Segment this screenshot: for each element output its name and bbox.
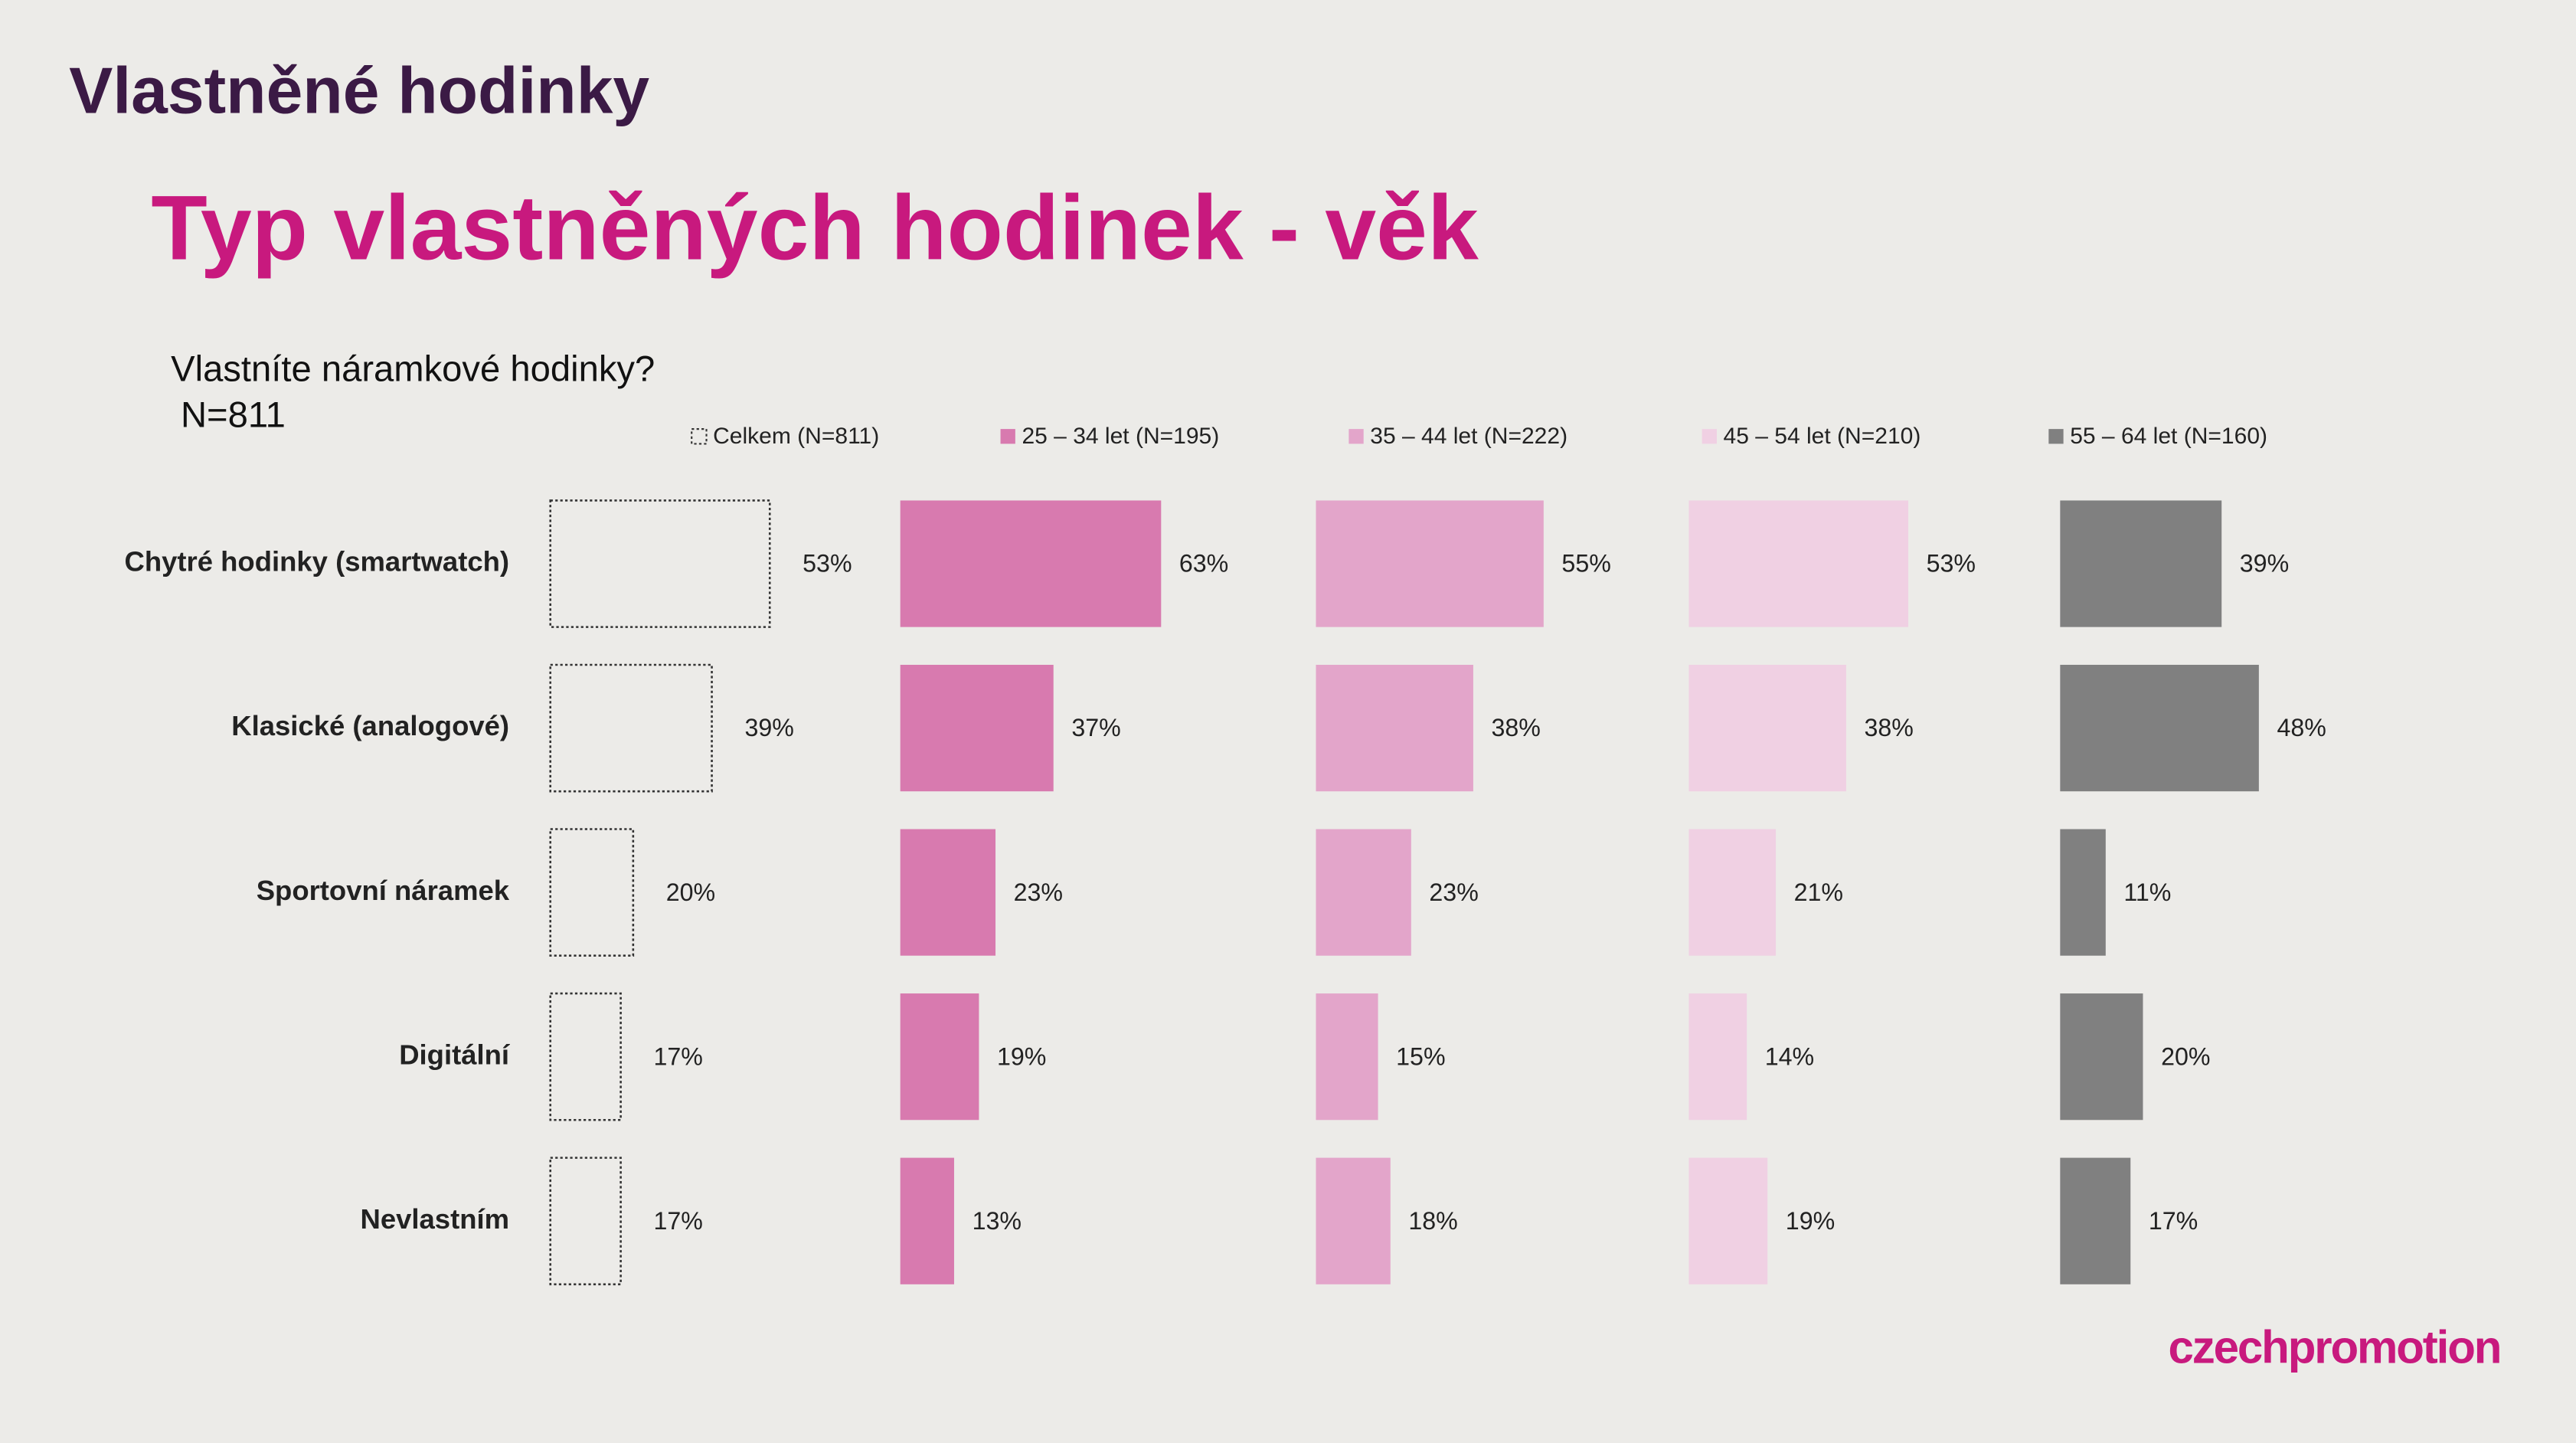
legend-swatch <box>1348 429 1364 444</box>
category-label: Nevlastním <box>360 1203 509 1235</box>
value-label: 48% <box>2277 714 2326 741</box>
bar <box>1316 664 1473 792</box>
legend-swatch <box>1000 429 1015 444</box>
value-label: 39% <box>2240 550 2289 578</box>
value-label: 21% <box>1794 879 1843 906</box>
legend-label: 35 – 44 let (N=222) <box>1370 424 1568 449</box>
value-label: 20% <box>666 879 715 906</box>
legend-swatch <box>2048 429 2064 444</box>
bar <box>900 664 1054 792</box>
legend-swatch <box>691 428 708 445</box>
value-label: 53% <box>803 550 852 578</box>
value-label: 13% <box>973 1207 1022 1235</box>
value-label: 23% <box>1014 879 1063 906</box>
legend-swatch <box>1702 429 1717 444</box>
bar <box>549 1157 622 1286</box>
bar <box>1316 829 1411 956</box>
bar <box>1316 1157 1391 1284</box>
value-label: 55% <box>1561 550 1610 578</box>
value-label: 17% <box>654 1207 703 1235</box>
value-label: 38% <box>1492 714 1541 741</box>
category-label: Sportovní náramek <box>257 875 510 906</box>
value-label: 39% <box>744 714 793 741</box>
section-title: Vlastněné hodinky <box>69 54 649 127</box>
legend-label: Celkem (N=811) <box>713 424 879 449</box>
bar <box>900 500 1162 627</box>
bar <box>549 828 635 957</box>
category-label: Klasické (analogové) <box>231 710 509 741</box>
question: Vlastníte náramkové hodinky? <box>171 348 655 389</box>
legend-label: 45 – 54 let (N=210) <box>1724 424 1921 449</box>
value-label: 18% <box>1408 1207 1457 1235</box>
bar <box>900 829 996 956</box>
value-label: 11% <box>2123 879 2171 906</box>
value-label: 37% <box>1071 714 1120 741</box>
bar <box>549 663 713 793</box>
value-label: 14% <box>1765 1042 1814 1070</box>
bar <box>900 993 979 1121</box>
bar <box>1688 500 1909 627</box>
value-label: 63% <box>1179 550 1228 578</box>
sample-size: N=811 <box>181 395 286 436</box>
value-label: 19% <box>997 1042 1046 1070</box>
bar <box>2060 1157 2131 1284</box>
value-label: 23% <box>1429 879 1478 906</box>
legend-label: 25 – 34 let (N=195) <box>1022 424 1219 449</box>
category-label: Chytré hodinky (smartwatch) <box>125 546 510 578</box>
bar <box>900 1157 954 1284</box>
value-label: 38% <box>1865 714 1914 741</box>
bar <box>1688 1157 1768 1284</box>
value-label: 15% <box>1396 1042 1445 1070</box>
bar <box>1316 500 1544 627</box>
bar <box>549 992 622 1121</box>
bar <box>1688 829 1777 956</box>
value-label: 17% <box>2149 1207 2198 1235</box>
bar <box>1688 993 1747 1121</box>
value-label: 20% <box>2161 1042 2210 1070</box>
bar <box>1688 664 1846 792</box>
legend-label: 55 – 64 let (N=160) <box>2070 424 2267 449</box>
logo: czechpromotion <box>2168 1322 2500 1373</box>
bar <box>2060 500 2222 627</box>
bar <box>2060 829 2106 956</box>
bar <box>2060 993 2143 1121</box>
value-label: 19% <box>1786 1207 1835 1235</box>
category-label: Digitální <box>399 1039 511 1070</box>
value-label: 17% <box>654 1042 703 1070</box>
bar <box>549 499 771 628</box>
slide-title: Typ vlastněných hodinek - věk <box>151 177 1479 280</box>
value-label: 53% <box>1927 550 1976 578</box>
bar <box>1316 993 1378 1121</box>
bar <box>2060 664 2259 792</box>
